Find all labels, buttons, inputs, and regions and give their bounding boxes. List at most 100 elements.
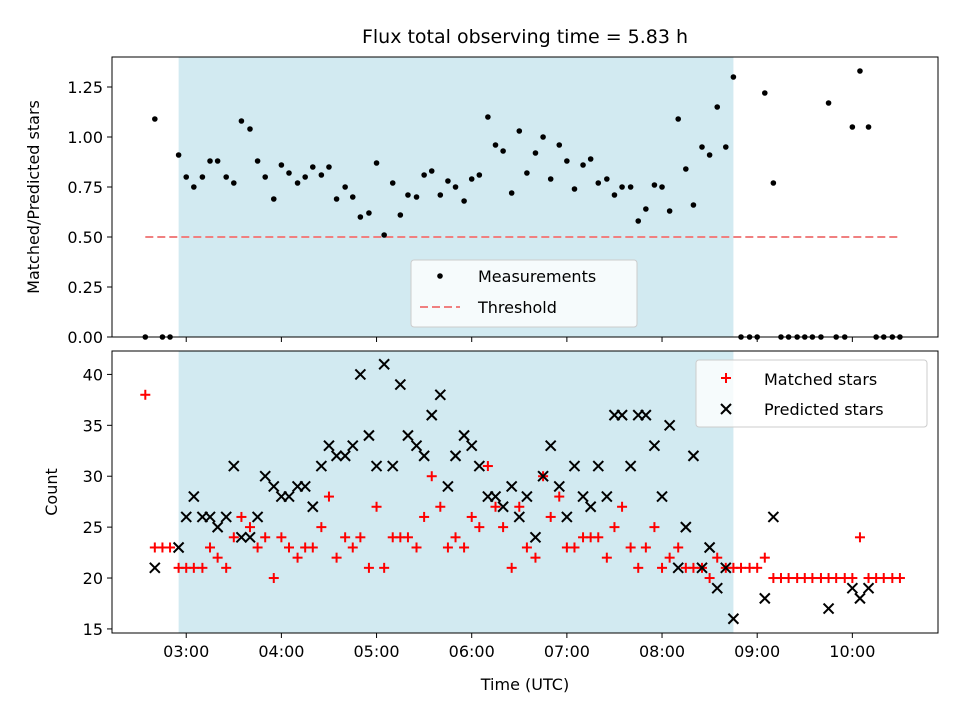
matched-star-point [188, 562, 199, 573]
measurement-point [643, 206, 649, 212]
predicted-star-point [387, 460, 399, 472]
matched-star-point [736, 562, 747, 573]
measurement-point [437, 192, 444, 198]
measurement-point [421, 172, 427, 178]
predicted-star-point [339, 450, 351, 462]
measurement-point [635, 218, 642, 224]
legend-marker-measurements [437, 273, 443, 279]
measurement-point [722, 144, 729, 150]
matched-star-point [482, 461, 493, 472]
measurement-point [651, 182, 658, 188]
predicted-star-point [727, 613, 740, 625]
y-tick-label: 35 [83, 416, 103, 435]
predicted-star-point [529, 531, 542, 544]
predicted-star-point [315, 460, 328, 472]
matched-star-point [331, 552, 342, 563]
matched-star-point [752, 562, 763, 573]
predicted-star-point [854, 592, 866, 605]
measurement-point [389, 180, 396, 186]
matched-star-point [426, 471, 437, 482]
predicted-star-point [553, 480, 565, 493]
predicted-star-point [592, 460, 604, 472]
matched-star-point [498, 522, 509, 533]
measurement-point [564, 158, 570, 164]
predicted-star-point [370, 460, 383, 472]
predicted-star-point [489, 490, 502, 503]
y-tick-label: 0.75 [67, 178, 103, 197]
predicted-star-point [505, 480, 518, 493]
predicted-star-point [862, 582, 875, 594]
measurement-point [666, 208, 673, 214]
measurement-point [587, 156, 594, 162]
measurement-point [571, 186, 578, 192]
measurement-point [524, 170, 530, 176]
x-tick-label: 03:00 [163, 642, 209, 661]
measurement-point [318, 172, 325, 178]
measurement-point [183, 174, 190, 180]
x-axis-label: Time (UTC) [480, 675, 569, 694]
measurement-point [508, 190, 515, 196]
matched-star-point [514, 501, 525, 512]
predicted-star-point [696, 562, 708, 574]
measurement-point [706, 152, 713, 158]
y-tick-label: 15 [83, 620, 103, 639]
measurement-point [611, 192, 618, 198]
measurement-point [690, 202, 697, 208]
measurement-point [468, 176, 475, 182]
predicted-star-point [299, 480, 311, 493]
predicted-star-point [656, 490, 668, 503]
matched-star-point [712, 552, 723, 563]
measurement-point [595, 180, 602, 186]
predicted-star-point [347, 439, 359, 452]
measurement-point [381, 232, 387, 238]
matched-star-point [323, 491, 334, 502]
matched-star-point [307, 542, 318, 553]
y-tick-label: 40 [83, 365, 103, 384]
matched-star-point [657, 562, 668, 573]
measurement-point [825, 100, 832, 106]
matched-star-point [474, 522, 485, 533]
x-tick-label: 09:00 [734, 642, 780, 661]
measurement-point [238, 118, 245, 124]
matched-star-point [435, 501, 446, 512]
matched-star-point [847, 573, 858, 584]
predicted-star-point [624, 460, 637, 472]
matched-star-point [292, 552, 303, 563]
predicted-star-point [561, 511, 573, 523]
matched-star-point [236, 511, 247, 522]
predicted-star-point [537, 470, 549, 482]
x-tick-label: 04:00 [258, 642, 304, 661]
predicted-star-point [149, 562, 161, 574]
matched-star-point [459, 542, 470, 553]
predicted-star-point [767, 511, 780, 523]
measurement-point [309, 164, 316, 170]
matched-star-point [545, 511, 556, 522]
matched-star-point [205, 542, 216, 553]
matched-star-point [165, 542, 176, 553]
matched-star-point [617, 501, 628, 512]
measurement-point [214, 158, 221, 164]
predicted-star-point [497, 501, 509, 513]
matched-star-point [530, 552, 541, 563]
y-tick-label: 0.50 [67, 228, 103, 247]
predicted-star-point [663, 419, 676, 432]
measurement-point [485, 114, 491, 120]
measurement-point [770, 180, 777, 186]
measurement-point [730, 74, 737, 80]
predicted-star-point [822, 602, 835, 615]
predicted-star-point [442, 480, 454, 493]
measurement-point [294, 180, 301, 186]
predicted-star-point [354, 368, 367, 381]
panel-counts: 15 20 25 30 35 40 03:00 04:00 05:00 06:00 07:00 08:… [42, 350, 939, 694]
y-tick-label: 0.25 [67, 278, 103, 297]
predicted-star-point [449, 450, 462, 462]
matched-star-point [601, 552, 612, 563]
matched-star-point [244, 522, 255, 533]
observing-window-shade [178, 351, 734, 633]
measurement-point [152, 116, 158, 122]
chart-title: Flux total observing time = 5.83 h [362, 26, 688, 48]
matched-star-point [402, 532, 413, 543]
measurement-point [405, 192, 411, 198]
predicted-star-point [410, 439, 423, 452]
measurement-point [659, 184, 665, 190]
